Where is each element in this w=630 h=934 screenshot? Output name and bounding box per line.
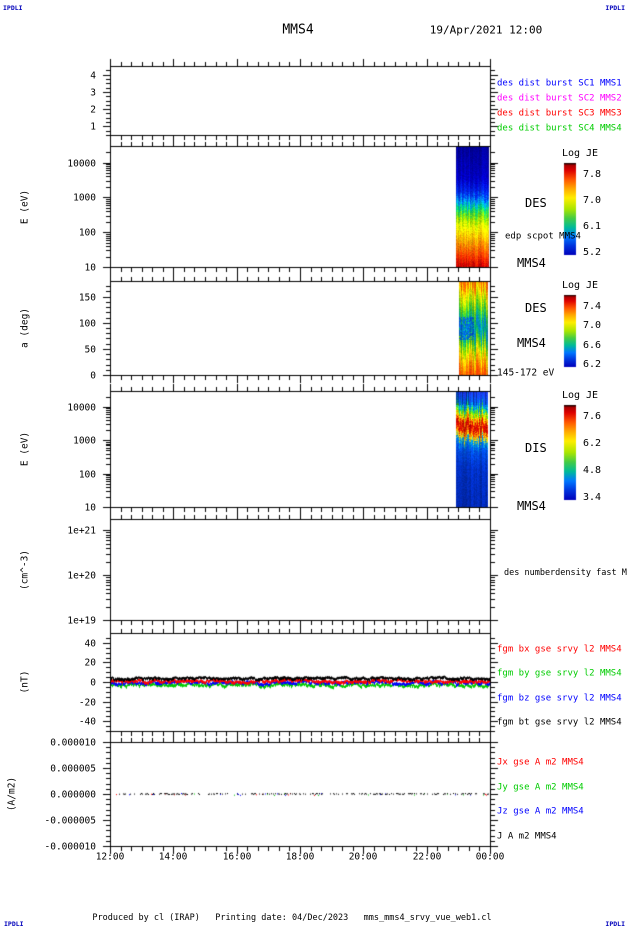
y-tick-label: 1000 [73,192,96,204]
y-axis-unit-label: a (deg) [19,307,31,349]
y-tick-label: 2 [90,104,96,116]
x-tick-label: 12:00 [95,851,125,863]
panel-1-annotation: des dist burst SC2 MMS2 [497,93,622,104]
y-axis-unit-label: E (eV) [19,189,31,224]
x-tick-label: 00:00 [475,851,505,863]
y-tick-label: 40 [84,638,96,650]
brand-logo-top-left: IPDLI [3,4,23,12]
panel-1-annotation: des dist burst SC4 MMS4 [497,123,622,134]
panel-5-annotation: des numberdensity fast M [504,567,627,578]
brand-logo-bottom-right: IPDLI [605,920,625,928]
footer-credit: Produced by cl (IRAP) Printing date: 04/… [92,912,492,923]
x-tick-label: 20:00 [348,851,378,863]
panel-6-annotation: fgm bz gse srvy l2 MMS4 [497,693,622,704]
panel-7-annotation: J A m2 MMS4 [497,831,557,842]
y-axis-unit-label: (nT) [19,670,31,694]
y-axis-unit-label: (cm^-3) [19,549,31,590]
colorbar-tick-label: 6.6 [583,339,602,351]
colorbar-tick-label: 7.0 [583,320,602,332]
colorbar-tick-label: 3.4 [583,492,602,503]
panel-7-annotation: Jy gse A m2 MMS4 [497,782,584,793]
colorbar-tick-label: 7.8 [583,169,602,180]
y-tick-label: 4 [90,70,96,82]
figure-datetime: 19/Apr/2021 12:00 [429,23,543,37]
figure-title: MMS4 [282,22,314,38]
y-tick-label: -40 [78,716,96,728]
y-tick-label: 1e+21 [67,525,96,537]
colorbar-tick-label: 6.1 [583,221,602,232]
y-tick-label: 20 [84,657,96,669]
panel-1-annotation: des dist burst SC1 MMS1 [497,78,622,89]
colorbar-tick-label: 7.6 [583,411,602,422]
y-tick-label: 1000 [73,435,96,447]
panel-7-annotation: Jx gse A m2 MMS4 [497,757,584,768]
x-tick-label: 16:00 [222,851,252,863]
panel-6-annotation: fgm bt gse srvy l2 MMS4 [497,717,622,728]
colorbar-tick-label: 6.2 [583,438,602,449]
colorbar-tick-label: 7.0 [583,195,602,206]
colorbar-tick-label: 6.2 [583,359,602,370]
panel-4-annotation: MMS4 [517,499,546,513]
y-tick-label: -0.000010 [44,841,96,853]
panel-3-annotation: DES [525,301,547,315]
colorbar-tick-label: 5.2 [583,247,602,258]
panel-2-annotation: edp scpot MMS4 [505,231,581,242]
colorbar-tick-label: 4.8 [583,465,602,476]
panel-7-annotation: Jz gse A m2 MMS4 [497,806,584,817]
panel-3-annotation: 145-172 eV [497,367,555,379]
panel-4-annotation: DIS [525,441,547,455]
brand-logo-bottom-left: IPDLI [4,920,24,928]
y-tick-label: 0 [90,677,96,689]
y-tick-label: 10000 [67,402,96,414]
y-tick-label: 100 [78,318,96,330]
panel-3-annotation: MMS4 [517,336,546,350]
x-tick-label: 22:00 [412,851,442,863]
panel-6-annotation: fgm by gse srvy l2 MMS4 [497,668,622,679]
y-tick-label: 0 [90,370,96,382]
y-axis-unit-label: E (eV) [19,431,31,467]
panel-6-annotation: fgm bx gse srvy l2 MMS4 [497,644,622,655]
colorbar-tick-label: 7.4 [583,301,602,312]
y-tick-label: 0.000000 [50,789,96,801]
colorbar-title: Log JE [561,390,599,401]
y-tick-label: 0.000005 [50,763,96,775]
x-tick-label: 14:00 [158,851,188,863]
y-tick-label: 1e+20 [67,570,96,582]
y-tick-label: 10000 [67,158,96,170]
y-tick-label: 3 [90,87,96,99]
y-tick-label: 100 [78,227,96,239]
y-tick-label: 0.000010 [50,737,96,749]
y-axis-unit-label: (A/m2) [6,776,18,812]
x-tick-label: 18:00 [285,851,315,863]
y-tick-label: 50 [84,344,96,356]
y-tick-label: 1 [90,121,96,133]
y-tick-label: 100 [78,469,96,481]
brand-logo-top-right: IPDLI [605,4,625,12]
y-tick-label: -20 [78,697,96,709]
panel-2-annotation: DES [525,196,547,210]
colorbar-title: Log JE [561,280,599,291]
panel-2-annotation: MMS4 [517,256,546,270]
colorbar-title: Log JE [561,148,599,159]
y-tick-label: 10 [84,502,96,514]
y-tick-label: 1e+19 [67,615,96,627]
panel-1-annotation: des dist burst SC3 MMS3 [497,108,622,119]
y-tick-label: 150 [78,292,96,304]
y-tick-label: -0.000005 [44,815,96,827]
y-tick-label: 10 [84,262,96,274]
